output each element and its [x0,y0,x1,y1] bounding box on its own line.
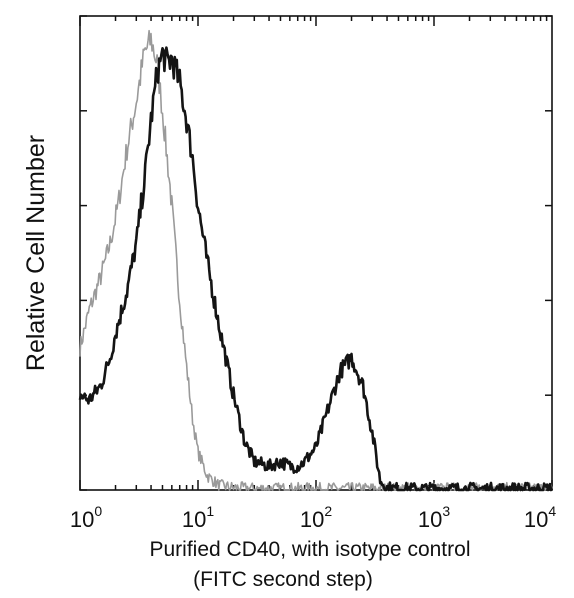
x-tick-label: 101 [182,503,214,532]
x-tick-label: 100 [70,503,102,532]
y-axis-ticks [80,15,552,491]
x-tick-label: 104 [524,503,556,532]
series-line-purified-cd40 [78,46,554,492]
y-axis-label: Relative Cell Number [22,135,50,371]
x-axis-tick-labels: 100 101 102 103 104 [70,503,556,532]
x-axis-label-line-1: Purified CD40, with isotype control [150,538,471,561]
x-axis-label-line-2: (FITC second step) [193,568,373,591]
x-tick-label: 103 [418,503,450,532]
plot-frame [79,15,553,491]
x-tick-label: 102 [300,503,332,532]
series-line-isotype-control [79,29,553,491]
series-layer [78,29,554,492]
x-axis-ticks [79,16,553,490]
